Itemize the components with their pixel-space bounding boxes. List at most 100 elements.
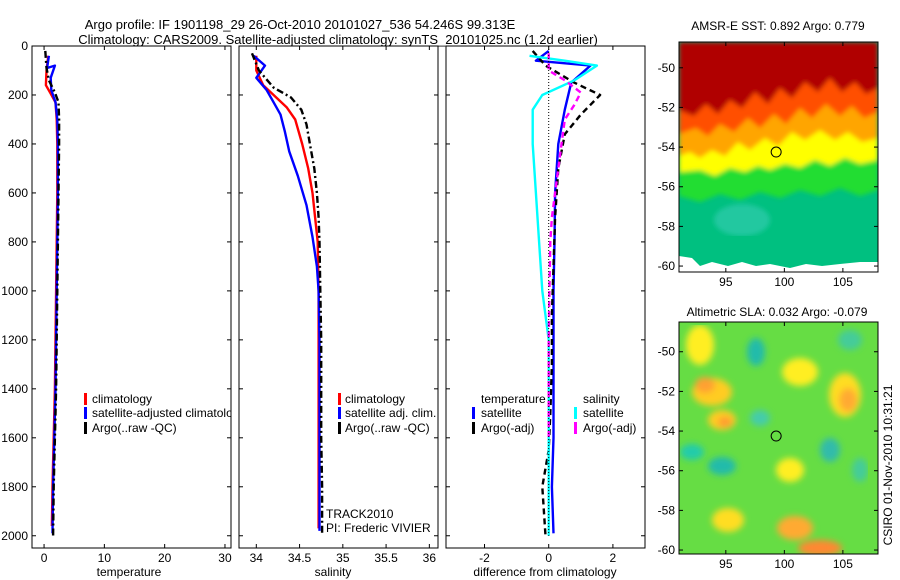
legend-swatch-temp-satellite: [472, 407, 475, 419]
sla-yellow-patch: [776, 458, 804, 482]
x-tick-label: 10: [98, 551, 112, 565]
legend-label-temp-satellite: satellite: [481, 406, 522, 420]
sst-argo-marker: [770, 146, 782, 158]
legend-swatch-satellite: [84, 407, 87, 419]
y-tick-label: -54: [658, 140, 676, 154]
y-tick-label: -60: [658, 259, 676, 273]
x-tick-label: 2: [610, 551, 617, 565]
legend-label-argo: Argo(..raw -QC): [92, 421, 177, 435]
temperature-lines: [44, 50, 61, 536]
y-tick-label: 1600: [1, 431, 28, 445]
difference-legend: temperature salinity satellite Argo(-adj…: [472, 388, 636, 438]
sla-cyan-patch: [838, 330, 862, 350]
y-tick-label: 800: [8, 235, 28, 249]
sla-orange-patch: [695, 377, 715, 393]
y-tick-label: 400: [8, 137, 28, 151]
temperature-xticks: 0 10 20 30: [41, 46, 232, 565]
salinity-xlabel: salinity: [315, 565, 352, 579]
pi-annotation: PI: Frederic VIVIER: [326, 521, 431, 535]
legend-swatch-temp-argo: [472, 422, 475, 434]
difference-axes-box: [445, 45, 646, 549]
x-tick-label: 34: [250, 551, 264, 565]
sla-cyan-patch: [820, 438, 840, 462]
sla-xticks: 95 100 105: [719, 322, 853, 571]
y-tick-label: -54: [658, 424, 676, 438]
series-line-salinity-argo-adj-: [547, 53, 582, 438]
legend-label-climatology: climatology: [345, 392, 405, 406]
legend-title-temperature: temperature: [481, 392, 546, 406]
legend-label-temp-argo: Argo(-adj): [481, 421, 534, 435]
y-tick-label: -56: [658, 180, 676, 194]
legend-swatch-satellite: [338, 407, 341, 419]
sla-argo-marker: [770, 430, 782, 442]
sla-yticks: -50 -52 -54 -56 -58 -60: [658, 345, 878, 557]
legend-swatch-sal-argo: [574, 422, 577, 434]
y-tick-label: 1400: [1, 382, 28, 396]
legend-swatch-climatology: [338, 393, 341, 405]
sla-cyan-patch: [708, 457, 736, 475]
legend-label-climatology: climatology: [92, 392, 152, 406]
x-tick-label: 34.5: [288, 551, 312, 565]
figure-title: Argo profile: IF 1901198_29 26-Oct-2010 …: [85, 17, 516, 32]
x-tick-label: 105: [833, 557, 853, 571]
sla-yellow-patch: [712, 508, 744, 532]
y-tick-label: -50: [658, 61, 676, 75]
legend-label-sal-satellite: satellite: [583, 406, 624, 420]
legend-label-argo: Argo(..raw -QC): [345, 421, 430, 435]
legend-label-sal-argo: Argo(-adj): [583, 421, 636, 435]
difference-xlabel: difference from climatology: [473, 565, 616, 579]
salinity-lines: [250, 52, 324, 536]
sla-yellow-patch: [782, 358, 818, 386]
series-line-temperature-argo-adj-: [531, 50, 602, 536]
salinity-xticks: 34 34.5 35 35.5 36: [250, 46, 437, 565]
y-tick-label: -60: [658, 543, 676, 557]
series-line-climatology: [255, 55, 320, 529]
x-tick-label: 30: [218, 551, 232, 565]
sst-map-panel: AMSR-E SST: 0.892 Argo: 0.779 -50-52-54-…: [658, 19, 879, 289]
sst-cool-patch: [714, 204, 770, 236]
sla-map-panel: Altimetric SLA: 0.032 Argo: -0.079: [658, 305, 879, 571]
sst-xticks: 95 100 105: [719, 42, 853, 289]
y-tick-label: 1200: [1, 333, 28, 347]
sla-cyan-patch: [750, 410, 770, 426]
y-tick-label: -58: [658, 219, 676, 233]
creation-stamp: CSIRO 01-Nov-2010 10:31:21: [881, 384, 895, 545]
series-line-salinity-satellite: [529, 54, 599, 536]
x-tick-label: 35.5: [374, 551, 398, 565]
legend-label-satellite: satellite-adjusted climatology: [92, 406, 245, 420]
temperature-xlabel: temperature: [97, 565, 162, 579]
y-tick-label: -56: [658, 464, 676, 478]
x-tick-label: 36: [423, 551, 437, 565]
temperature-panel: 0 200 400 600 800 1000 1200 1400 1600 1800 2000 0 1…: [1, 39, 245, 579]
temperature-axes-box: [31, 45, 232, 549]
sla-cyan-patch: [747, 338, 765, 366]
y-tick-label: -52: [658, 100, 676, 114]
legend-swatch-climatology: [84, 393, 87, 405]
x-tick-label: 20: [158, 551, 172, 565]
legend-bg: [472, 388, 546, 438]
legend-label-satellite: satellite adj. clim.: [345, 406, 436, 420]
y-tick-label: 600: [8, 186, 28, 200]
temperature-legend: climatology satellite-adjusted climatolo…: [84, 392, 245, 435]
legend-swatch-sal-satellite: [574, 407, 577, 419]
figure-subtitle: Climatology: CARS2009. Satellite-adjuste…: [78, 32, 598, 47]
y-tick-label: -52: [658, 384, 676, 398]
sla-orange-patch: [718, 417, 732, 427]
sla-yellow-patch: [686, 325, 714, 365]
sla-orange-patch: [777, 516, 813, 540]
track-annotation: TRACK2010: [326, 507, 394, 521]
sla-orange-patch: [839, 388, 857, 412]
sla-orange-patch: [798, 540, 842, 554]
y-tick-label: 200: [8, 88, 28, 102]
y-tick-label: 2000: [1, 529, 28, 543]
sst-heatmap: [679, 42, 878, 272]
x-tick-label: 95: [719, 557, 733, 571]
difference-lines: [529, 46, 602, 536]
y-tick-label: 0: [21, 39, 28, 53]
salinity-panel: 34 34.5 35 35.5 36 salinity climatology sate…: [238, 45, 439, 579]
legend-swatch-argo: [84, 422, 87, 434]
series-line-temperature-satellite: [534, 49, 592, 534]
sla-cyan-patch: [852, 458, 868, 482]
x-tick-label: 105: [833, 275, 853, 289]
